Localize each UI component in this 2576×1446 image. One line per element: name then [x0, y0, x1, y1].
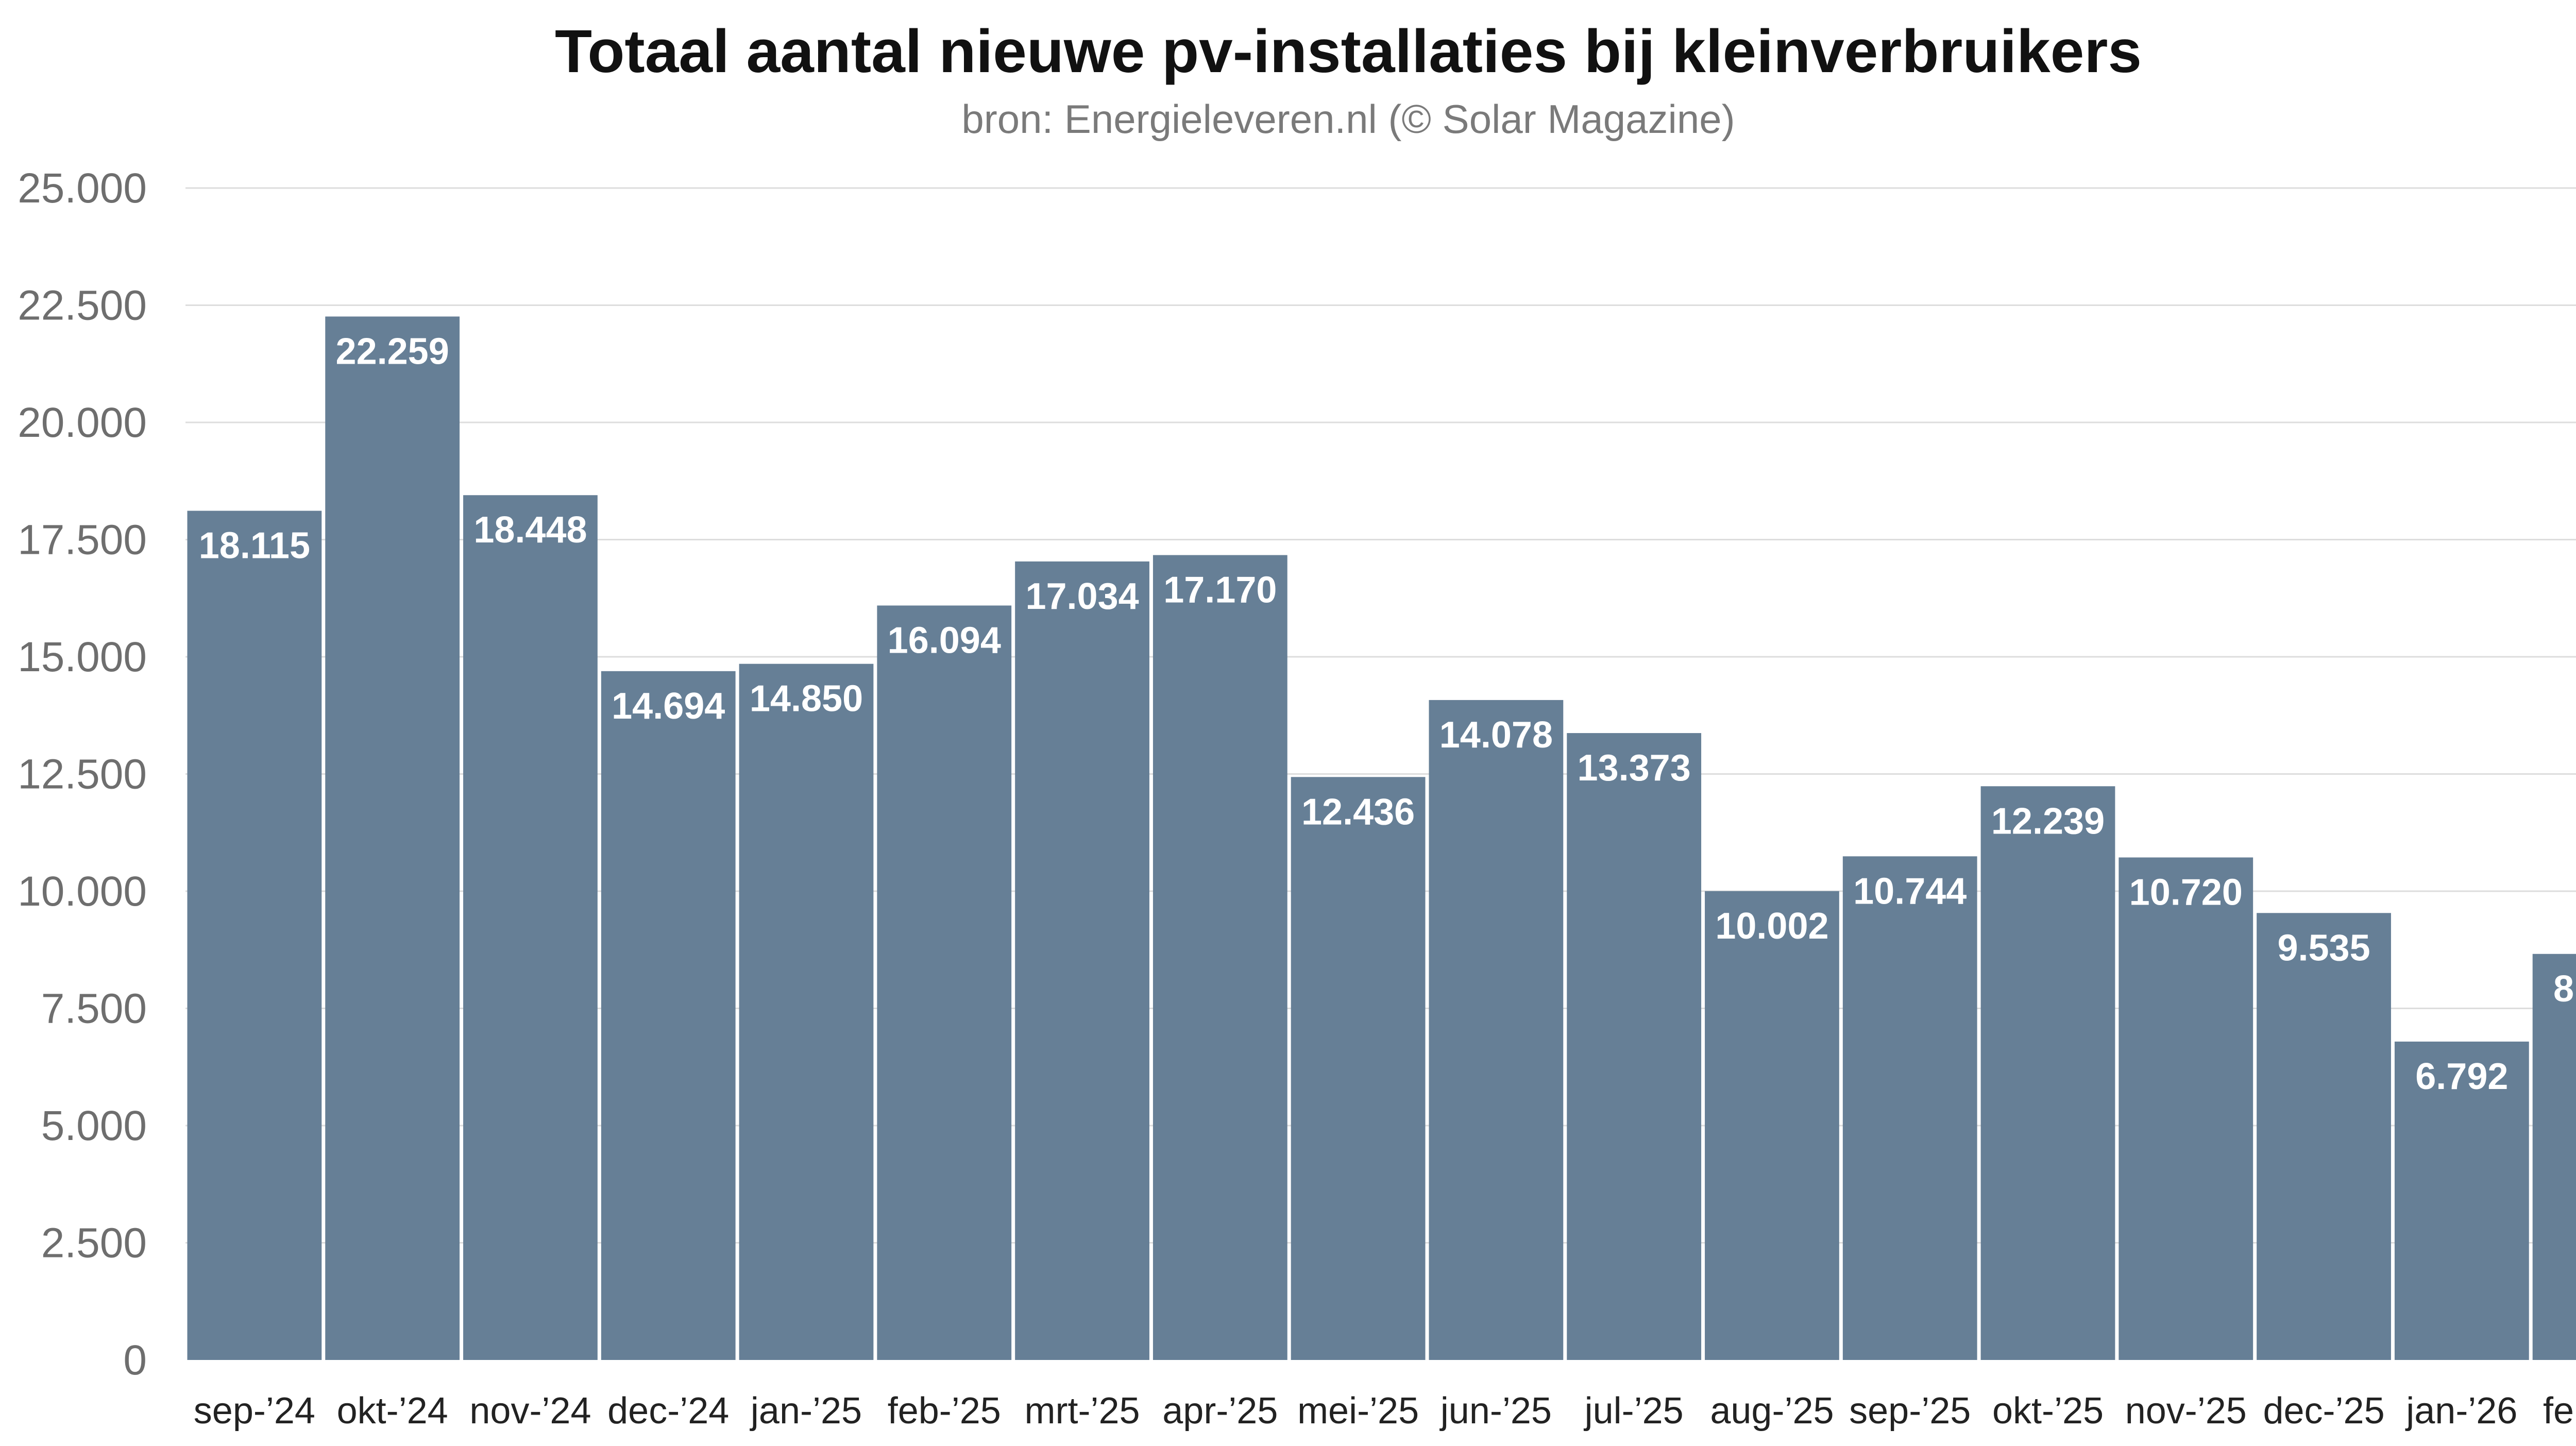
x-tick-label: okt-’24 [337, 1390, 448, 1432]
bar [463, 495, 598, 1360]
bar-value-label: 10.720 [2129, 872, 2243, 913]
y-tick-label: 7.500 [41, 985, 147, 1032]
bar-value-label: 22.259 [336, 331, 449, 372]
x-tick-label: sep-’24 [194, 1390, 315, 1432]
x-tick-label: mei-’25 [1297, 1390, 1419, 1432]
y-tick-label: 22.500 [18, 282, 147, 329]
bar [2257, 913, 2391, 1360]
x-tick-label: nov-’24 [469, 1390, 591, 1432]
bar [739, 664, 874, 1360]
bar [1429, 700, 1564, 1360]
bars [187, 316, 2576, 1360]
x-tick-label: jan-’26 [2405, 1390, 2517, 1432]
x-tick-label: jul-’25 [1584, 1390, 1684, 1432]
bar-value-label: 10.744 [1853, 871, 1967, 912]
bar-value-label: 18.448 [473, 509, 587, 551]
x-tick-label: aug-’25 [1710, 1390, 1834, 1432]
bar-value-label: 6.792 [2415, 1056, 2508, 1097]
bar [2394, 1041, 2529, 1360]
x-axis-ticks: sep-’24 okt-’24 nov-’24 dec-’24 jan-’25 feb-’… [194, 1390, 2576, 1432]
bar [325, 316, 460, 1360]
x-tick-label: sep-’25 [1849, 1390, 1971, 1432]
bar [1980, 786, 2115, 1360]
bar [1291, 777, 1426, 1360]
data-labels: 18.115 22.259 18.448 14.694 14.850 16.094 17.0… [199, 331, 2576, 1097]
bar [1567, 733, 1702, 1360]
x-tick-label: jun-’25 [1439, 1390, 1552, 1432]
bar-value-label: 8.662 [2553, 968, 2576, 1010]
bar [601, 671, 736, 1360]
x-tick-label: okt-’25 [1992, 1390, 2104, 1432]
bar-value-label: 17.170 [1163, 570, 1277, 611]
bar [1705, 891, 1839, 1360]
x-tick-label: feb-’25 [888, 1390, 1001, 1432]
y-tick-label: 17.500 [18, 517, 147, 564]
y-tick-label: 5.000 [41, 1102, 147, 1149]
bar [1842, 856, 1977, 1360]
x-tick-label: nov-’25 [2125, 1390, 2247, 1432]
x-tick-label: apr-’25 [1162, 1390, 1278, 1432]
y-tick-label: 25.000 [18, 165, 147, 212]
x-tick-label: feb-’26 [2543, 1390, 2576, 1432]
bar [187, 511, 322, 1360]
x-tick-label: jan-’25 [750, 1390, 862, 1432]
y-axis-ticks: 0 2.500 5.000 7.500 10.000 12.500 15.000 17.500… [18, 165, 147, 1384]
bar-value-label: 14.078 [1439, 715, 1553, 756]
bar-value-label: 17.034 [1025, 576, 1139, 617]
x-tick-label: dec-’24 [607, 1390, 729, 1432]
x-tick-label: dec-’25 [2263, 1390, 2384, 1432]
bar-value-label: 12.436 [1301, 791, 1415, 832]
bar-value-label: 14.694 [612, 686, 725, 727]
gridlines [185, 187, 2576, 1244]
bar-value-label: 13.373 [1578, 747, 1691, 789]
y-tick-label: 2.500 [41, 1220, 147, 1267]
bar-value-label: 10.002 [1715, 906, 1828, 947]
bar [2119, 857, 2253, 1360]
x-tick-label: mrt-’25 [1025, 1390, 1140, 1432]
bar-value-label: 14.850 [750, 678, 863, 720]
bar-value-label: 18.115 [199, 525, 310, 567]
bar-value-label: 12.239 [1991, 801, 2105, 842]
bar-value-label: 16.094 [888, 620, 1001, 661]
y-tick-label: 15.000 [18, 634, 147, 681]
y-tick-label: 12.500 [18, 751, 147, 798]
bar [2532, 954, 2576, 1360]
bar-value-label: 9.535 [2277, 927, 2370, 968]
bar [1153, 555, 1287, 1360]
chart-subtitle: bron: Energieleveren.nl (© Solar Magazin… [961, 96, 1735, 142]
chart-title: Totaal aantal nieuwe pv-installaties bij… [555, 18, 2142, 86]
y-tick-label: 0 [123, 1337, 147, 1384]
bar [1015, 561, 1149, 1360]
y-tick-label: 10.000 [18, 868, 147, 915]
y-tick-label: 20.000 [18, 399, 147, 446]
bar [877, 605, 1012, 1360]
